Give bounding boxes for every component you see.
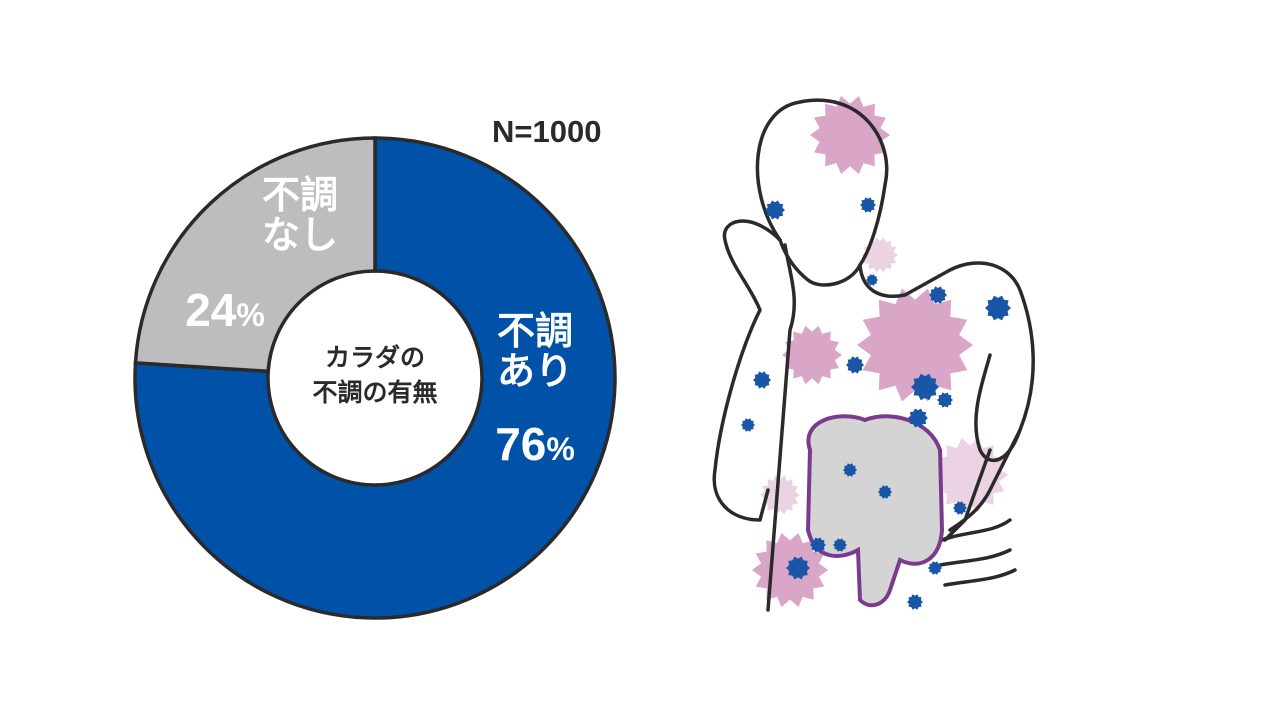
percent-sign: % [236, 297, 265, 333]
spot [907, 594, 923, 610]
slice-value-none-number: 24 [185, 284, 237, 336]
body-outline [712, 98, 1035, 612]
spot [810, 537, 826, 553]
spot [953, 501, 967, 515]
slice-label-yes-line-1: 不調 [496, 309, 573, 353]
spot [937, 392, 953, 408]
spot [810, 96, 890, 174]
donut-slice-1 [133, 136, 377, 374]
pain-dots [741, 197, 1011, 610]
spot [911, 373, 939, 401]
slice-value-none: 24% [170, 286, 280, 334]
slice-label-none-line-1: 不調 [261, 173, 338, 217]
body-illustration [712, 96, 1035, 612]
spot [866, 274, 878, 286]
spot [741, 418, 755, 432]
spot [765, 200, 785, 220]
slice-label-yes-line-2: あり [496, 348, 573, 393]
spot [985, 295, 1011, 321]
percent-sign: % [546, 431, 575, 467]
spot [843, 463, 857, 477]
slice-label-yes: 不調 あり [485, 309, 585, 393]
spot [833, 538, 847, 552]
center-label-line-1: カラダの [324, 343, 425, 372]
slice-label-none: 不調 なし [245, 173, 355, 257]
spot [928, 561, 942, 575]
spot [857, 288, 973, 402]
center-label-line-2: 不調の有無 [312, 378, 438, 407]
spot [878, 485, 892, 499]
spot [860, 197, 876, 213]
donut-chart [133, 136, 617, 620]
spot [753, 371, 771, 389]
spot [760, 475, 800, 515]
donut-slice-0 [133, 136, 617, 620]
spot [786, 556, 810, 580]
spot [846, 356, 864, 374]
spot [908, 408, 928, 428]
slice-value-yes: 76% [480, 420, 590, 468]
center-label: カラダの 不調の有無 [270, 340, 480, 410]
spot [929, 286, 947, 304]
intestine-icon [805, 414, 945, 608]
slice-value-yes-number: 76 [495, 418, 547, 470]
spot [782, 325, 842, 385]
sample-size-label: N=1000 [492, 114, 602, 149]
slice-label-none-line-2: なし [261, 212, 338, 257]
